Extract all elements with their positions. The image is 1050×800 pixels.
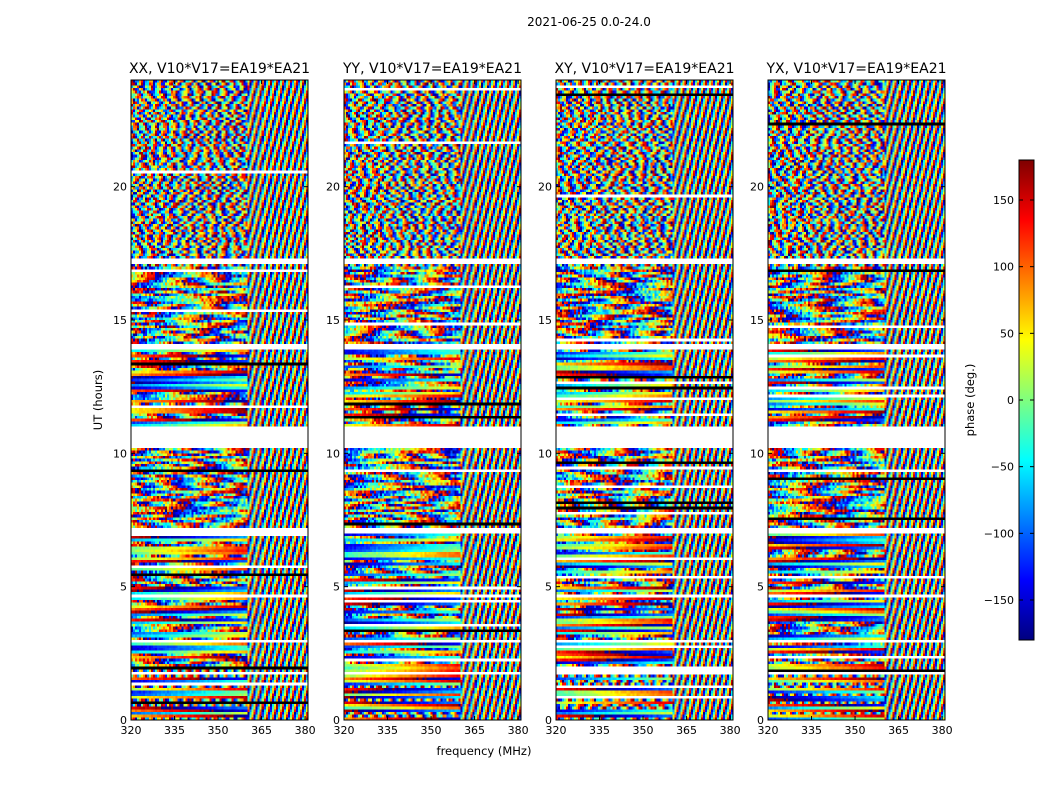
panel-frame [130,79,309,721]
y-tick-label: 0 [545,714,552,727]
panel-title: XY, V10*V17=EA19*EA21 [554,61,734,77]
y-tick-label: 10 [326,447,340,460]
y-tick-label: 15 [326,314,340,327]
y-tick-label: 5 [545,581,552,594]
colorbar-tick-label: 0 [1007,394,1014,407]
y-tick-label: 5 [333,581,340,594]
x-tick-label: 365 [464,724,485,737]
colorbar: −150 −100 −50 0 50 100 150 [984,159,1035,641]
panel-yy: YY, V10*V17=EA19*EA21 320 335 350 365 380 0 5 10… [326,61,529,737]
x-tick-label: 365 [888,724,909,737]
phase-heatmap [556,80,733,720]
y-tick-label: 10 [113,447,127,460]
x-tick-label: 320 [546,724,567,737]
x-tick-label: 320 [758,724,779,737]
panel-title: XX, V10*V17=EA19*EA21 [129,61,310,77]
y-tick-label: 5 [757,581,764,594]
panel-xy: XY, V10*V17=EA19*EA21 320 335 350 365 380 0 5 10… [538,61,741,737]
phase-heatmap [344,80,521,720]
x-tick-label: 320 [334,724,355,737]
y-tick-label: 0 [757,714,764,727]
y-tick-label: 20 [113,181,127,194]
x-tick-label: 365 [251,724,272,737]
panel-frame [343,79,522,721]
x-tick-label: 350 [845,724,866,737]
x-tick-label: 350 [208,724,229,737]
panels-group: XX, V10*V17=EA19*EA21 320 335 350 365 380 0 5 10… [113,61,953,737]
colorbar-tick-label: 100 [993,261,1014,274]
y-tick-label: 20 [750,181,764,194]
x-tick-label: 380 [508,724,529,737]
panel-frame [555,79,734,721]
y-tick-label: 15 [113,314,127,327]
phase-heatmap [768,80,945,720]
y-tick-label: 5 [120,581,127,594]
y-axis-label: UT (hours) [91,370,105,430]
x-axis-label: frequency (MHz) [437,744,532,758]
x-tick-label: 350 [421,724,442,737]
y-tick-label: 15 [538,314,552,327]
y-tick-label: 0 [120,714,127,727]
x-tick-label: 380 [720,724,741,737]
phase-heatmap [131,80,308,720]
x-tick-label: 380 [932,724,953,737]
y-tick-label: 15 [750,314,764,327]
panel-title: YY, V10*V17=EA19*EA21 [342,61,522,77]
y-tick-label: 0 [333,714,340,727]
colorbar-label: phase (deg.) [963,364,977,437]
panel-frame [767,79,946,721]
colorbar-tick-label: −150 [984,594,1014,607]
panel-yx: YX, V10*V17=EA19*EA21 320 335 350 365 380 0 5 10… [750,61,953,737]
panel-xx: XX, V10*V17=EA19*EA21 320 335 350 365 380 0 5 10… [113,61,316,737]
colorbar-tick-label: −100 [984,527,1014,540]
colorbar-tick-label: 50 [1000,327,1014,340]
y-tick-label: 10 [538,447,552,460]
panel-title: YX, V10*V17=EA19*EA21 [765,61,946,77]
x-tick-label: 335 [801,724,822,737]
y-tick-label: 20 [326,181,340,194]
x-tick-label: 380 [295,724,316,737]
figure-suptitle: 2021-06-25 0.0-24.0 [527,15,651,29]
x-tick-label: 320 [121,724,142,737]
colorbar-tick-label: −50 [991,461,1014,474]
y-tick-label: 20 [538,181,552,194]
x-tick-label: 335 [377,724,398,737]
x-tick-label: 365 [676,724,697,737]
y-tick-label: 10 [750,447,764,460]
x-tick-label: 350 [633,724,654,737]
x-tick-label: 335 [589,724,610,737]
colorbar-tick-label: 150 [993,194,1014,207]
x-tick-label: 335 [164,724,185,737]
